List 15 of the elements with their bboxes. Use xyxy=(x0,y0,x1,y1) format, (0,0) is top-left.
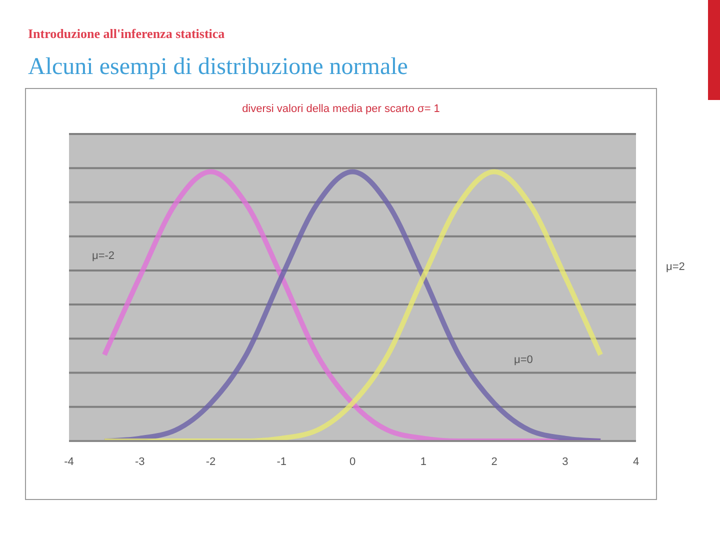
x-tick-label: 4 xyxy=(632,456,640,468)
x-tick-label: -1 xyxy=(276,456,287,468)
x-tick-label: -3 xyxy=(134,456,145,468)
x-tick-label: -2 xyxy=(206,456,216,468)
x-tick-label: 1 xyxy=(420,456,426,468)
text: Introduzione all'inferenza statistica xyxy=(28,26,225,42)
chart-title: diversi valori della media per scarto σ= 1 xyxy=(241,103,441,115)
x-tick-label: 2 xyxy=(491,456,498,468)
text: μ=2 xyxy=(666,261,685,273)
x-tick-label: -4 xyxy=(64,456,74,468)
chart-subtitle: Alcuni esempi di distribuzione normale xyxy=(28,54,408,81)
annotation: μ=0 xyxy=(514,354,533,366)
annotation: μ=-2 xyxy=(92,250,115,262)
x-tick-label: 0 xyxy=(349,456,356,468)
x-tick-label: 3 xyxy=(562,456,568,468)
